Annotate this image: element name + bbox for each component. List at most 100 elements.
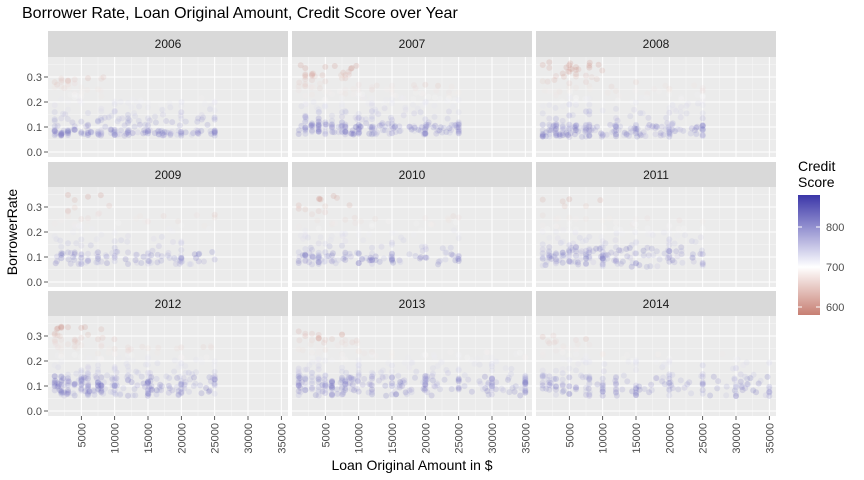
data-point — [553, 125, 559, 132]
facet-panel — [536, 187, 776, 287]
data-point — [693, 131, 700, 138]
data-point — [455, 378, 462, 385]
data-point — [58, 351, 65, 358]
data-point — [522, 381, 529, 387]
data-point — [342, 128, 349, 134]
data-point — [566, 383, 573, 390]
data-point — [69, 119, 76, 126]
data-point — [699, 122, 706, 129]
data-point — [322, 387, 329, 393]
data-point — [546, 379, 553, 386]
data-point — [111, 98, 118, 105]
data-point — [583, 125, 589, 132]
data-point — [476, 378, 483, 385]
data-point — [145, 257, 151, 264]
data-point — [429, 373, 436, 380]
data-point — [347, 253, 354, 260]
data-point — [52, 377, 59, 384]
data-point — [586, 108, 593, 114]
data-point — [329, 391, 335, 398]
data-point — [585, 250, 592, 256]
data-point — [315, 126, 322, 133]
data-point — [379, 120, 386, 127]
data-point — [422, 376, 429, 382]
data-point — [573, 84, 579, 91]
data-point — [553, 129, 559, 136]
data-point — [646, 389, 653, 396]
data-point — [322, 209, 329, 216]
data-point — [203, 354, 210, 361]
data-point — [586, 391, 593, 398]
data-point — [78, 381, 85, 388]
data-point — [587, 86, 593, 93]
data-point — [163, 129, 170, 136]
data-point — [125, 367, 132, 374]
data-point — [542, 262, 549, 269]
data-point — [179, 355, 186, 362]
data-point — [655, 351, 662, 358]
data-point — [450, 213, 457, 220]
data-point — [351, 130, 358, 137]
data-point — [178, 102, 185, 109]
data-point — [145, 128, 151, 135]
data-point — [51, 132, 58, 139]
data-point — [613, 386, 619, 393]
data-point — [389, 362, 395, 369]
data-point — [102, 252, 109, 259]
data-point — [301, 82, 308, 89]
data-point — [577, 250, 584, 257]
data-point — [631, 220, 638, 227]
data-point — [553, 132, 560, 139]
y-tick-label: 0.3 — [27, 202, 42, 214]
data-point — [539, 121, 546, 128]
data-point — [434, 127, 441, 134]
data-point — [566, 214, 573, 221]
data-point — [632, 229, 639, 236]
data-point — [613, 389, 619, 396]
data-point — [599, 107, 606, 114]
data-point — [91, 391, 98, 398]
x-tick-label: 25000 — [454, 423, 466, 454]
data-point — [633, 125, 639, 132]
data-point — [169, 119, 176, 126]
data-point — [369, 391, 375, 398]
data-point — [566, 68, 573, 75]
data-point — [652, 131, 659, 138]
data-point — [613, 131, 619, 138]
data-point — [111, 390, 118, 396]
data-point — [489, 375, 495, 382]
facet-panel — [48, 187, 288, 287]
data-point — [355, 126, 362, 133]
data-point — [58, 77, 65, 84]
data-point — [631, 125, 638, 132]
data-point — [120, 385, 127, 392]
data-point — [297, 232, 304, 239]
data-point — [78, 386, 85, 393]
data-point — [573, 100, 579, 106]
data-point — [633, 385, 639, 391]
data-point — [422, 381, 429, 388]
data-point — [422, 385, 429, 392]
data-point — [633, 221, 639, 228]
data-point — [573, 248, 579, 255]
data-point — [648, 124, 655, 131]
data-point — [71, 381, 78, 388]
data-point — [95, 117, 101, 124]
data-point — [145, 385, 151, 392]
data-point — [58, 75, 65, 82]
data-point — [106, 345, 113, 352]
data-point — [666, 236, 673, 243]
data-point — [753, 389, 760, 396]
data-point — [563, 64, 570, 71]
data-point — [369, 126, 375, 133]
data-point — [422, 126, 429, 133]
data-point — [111, 383, 118, 390]
data-point — [553, 258, 559, 265]
data-point — [485, 379, 492, 386]
data-point — [401, 360, 408, 366]
data-point — [78, 236, 85, 243]
data-point — [599, 387, 606, 394]
data-point — [127, 374, 134, 381]
data-point — [111, 238, 118, 245]
data-point — [64, 378, 71, 385]
